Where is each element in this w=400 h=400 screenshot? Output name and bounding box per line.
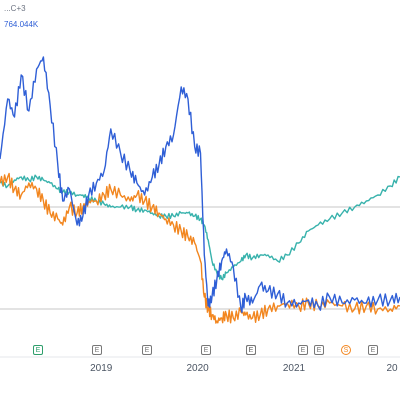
- x-tick-label: 2021: [282, 363, 306, 374]
- x-tick-label: 2020: [186, 363, 209, 374]
- x-tick-label: 20: [386, 363, 398, 374]
- x-tick-label: 2019: [90, 363, 113, 374]
- earnings-marker-icon[interactable]: E: [92, 345, 102, 355]
- earnings-marker-icon[interactable]: E: [246, 345, 256, 355]
- legend-series-value: 764.044K: [4, 20, 39, 29]
- earnings-marker-icon[interactable]: E: [368, 345, 378, 355]
- earnings-marker-icon[interactable]: E: [142, 345, 152, 355]
- earnings-marker-icon[interactable]: E: [201, 345, 211, 355]
- earnings-marker-icon[interactable]: E: [33, 345, 43, 355]
- split-marker-icon[interactable]: S: [341, 345, 351, 355]
- series-line-1: [0, 172, 400, 324]
- earnings-marker-icon[interactable]: E: [314, 345, 324, 355]
- legend-partial-label: ...C+3: [4, 4, 26, 13]
- earnings-marker-icon[interactable]: E: [298, 345, 308, 355]
- series-line-0: [0, 56, 400, 313]
